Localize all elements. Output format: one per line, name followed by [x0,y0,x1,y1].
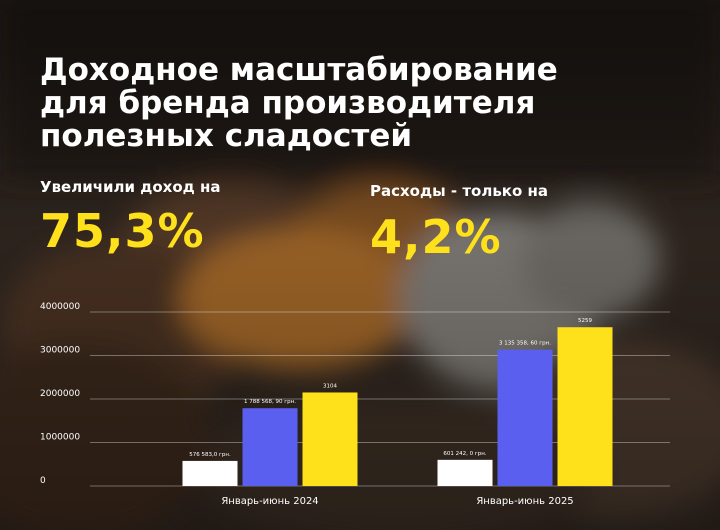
bar-data-label: 1 788 568, 90 грн. [244,399,296,405]
title-line-2: для бренда производителя [40,85,536,121]
y-tick-label: 0 [40,476,46,486]
x-category-label: Январь-июнь 2025 [476,496,573,507]
bar-data-label: 576 583,0 грн. [189,452,231,458]
y-tick-label: 3000000 [40,346,80,356]
title-line-3: полезных сладостей [40,118,413,154]
y-tick-label: 1000000 [40,433,80,443]
stat-income-value: 75,3% [40,204,205,258]
revenue-bar-chart: 0 1000000 2000000 3000000 4000000 576 583,0 г… [40,302,670,507]
bar [242,408,298,486]
stat-income-label: Увеличили доход на [40,178,221,196]
stat-expenses-label: Расходы - только на [370,182,549,200]
bar-data-label: 3104 [323,383,337,389]
y-tick-label: 4000000 [40,302,80,312]
bar [557,327,613,486]
bar-data-label: 5259 [578,318,592,324]
bar [182,460,238,486]
bar [437,459,493,486]
y-tick-label: 2000000 [40,389,80,399]
bar [302,392,358,486]
bar [497,349,553,486]
stat-expenses-value: 4,2% [370,210,502,264]
x-category-label: Январь-июнь 2024 [221,496,318,507]
bar-data-label: 3 135 358, 60 грн. [499,341,551,347]
bar-data-label: 601 242, 0 грн. [443,451,486,457]
title-line-1: Доходное масштабирование [40,52,558,88]
page-title: Доходное масштабирование для бренда прои… [40,54,680,153]
